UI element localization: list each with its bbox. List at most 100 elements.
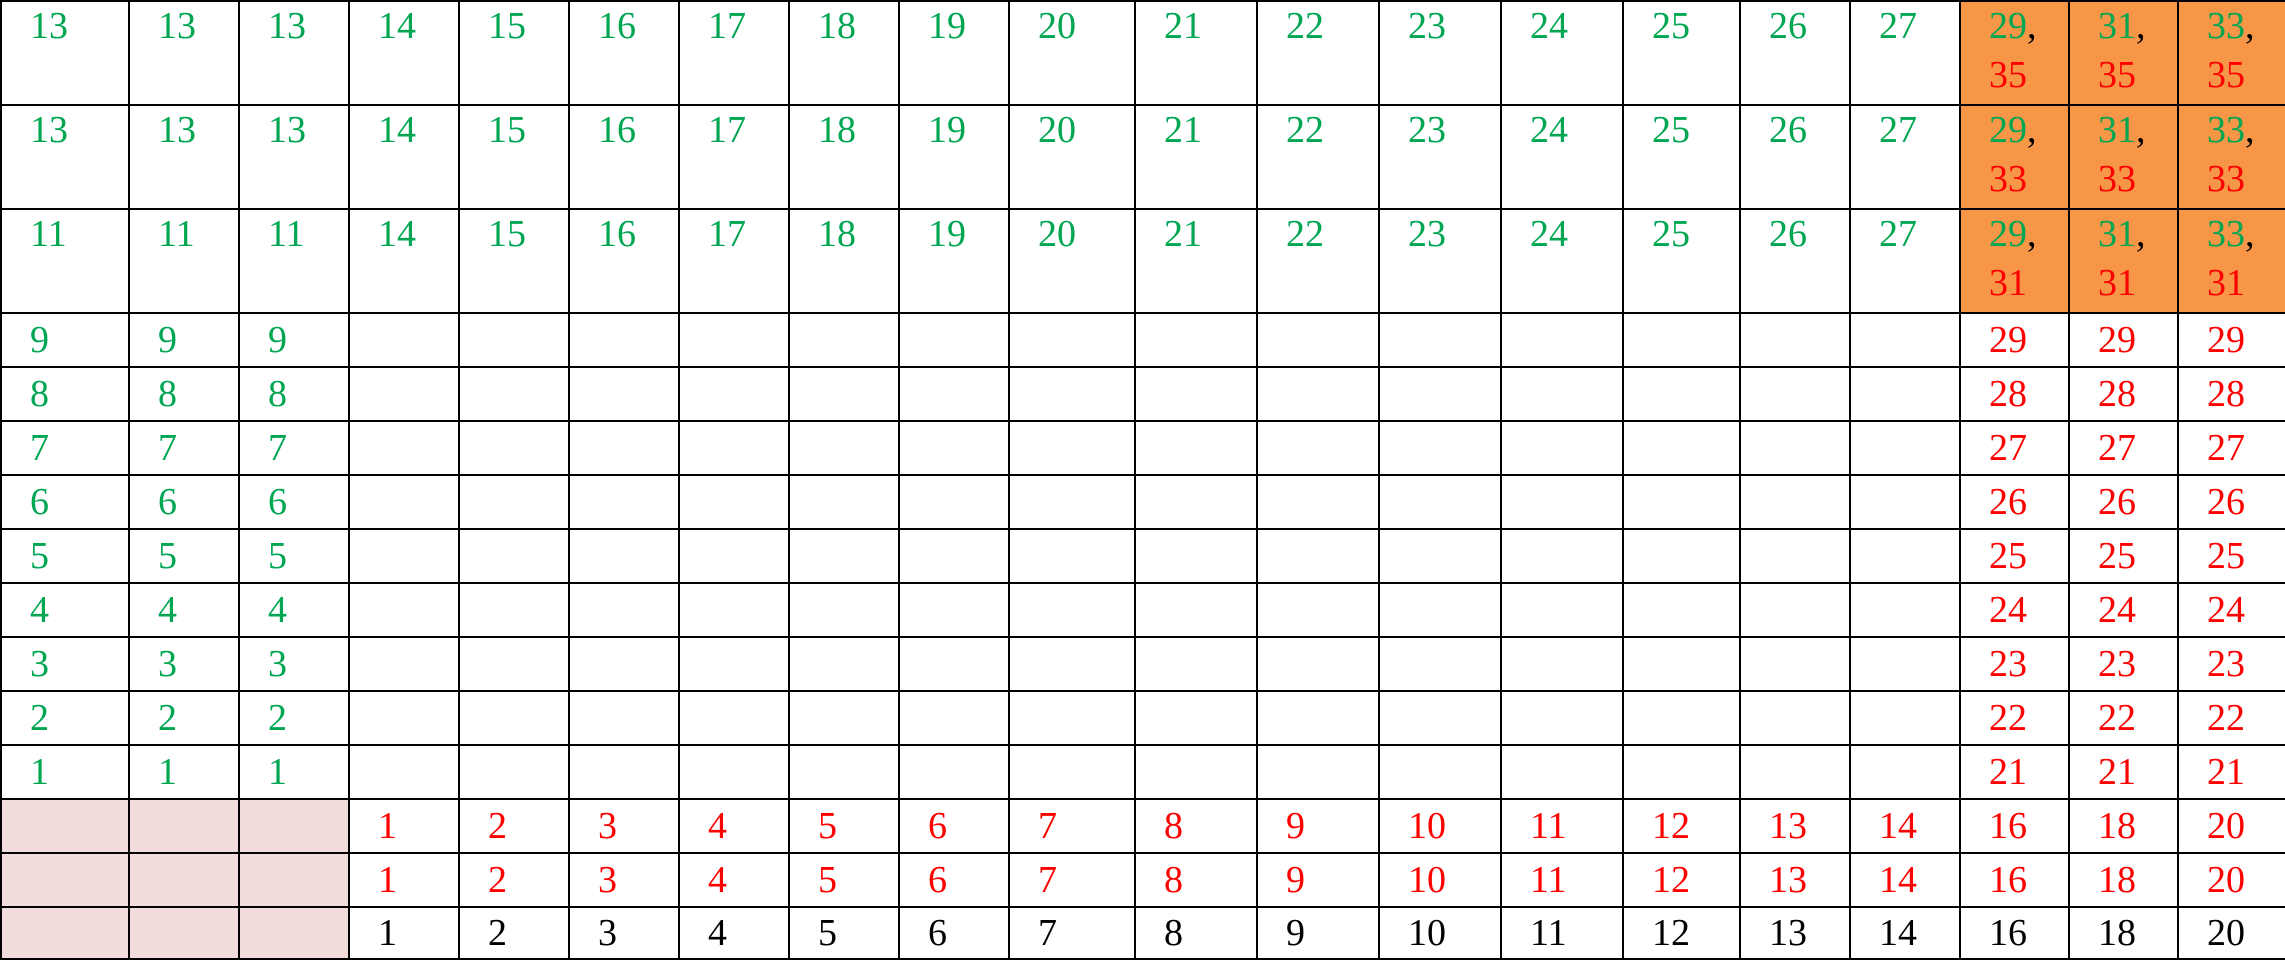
cell-value: 9 (158, 318, 177, 361)
table-cell (348, 690, 460, 746)
cell-value: 13 (30, 5, 68, 47)
table-cell: 2 (458, 798, 570, 854)
table-cell (1008, 528, 1136, 584)
table-cell (238, 852, 350, 908)
table-cell: 20 (1008, 104, 1136, 210)
cell-value: 7 (30, 426, 49, 469)
table-cell (128, 798, 240, 854)
table-cell: 14 (348, 104, 460, 210)
table-cell: 27 (2177, 420, 2285, 476)
cell-value: 11 (268, 213, 305, 255)
table-cell (128, 852, 240, 908)
table-cell (1134, 636, 1258, 692)
cell-value: 21 (1164, 5, 1202, 47)
cell-value: 23 (2098, 642, 2136, 685)
cell-value: 5 (268, 534, 287, 577)
cell-value: 13 (1769, 911, 1807, 954)
cell-value: 23 (1408, 109, 1446, 151)
table-cell (1008, 312, 1136, 368)
table-cell (128, 906, 240, 960)
table-cell: 3 (568, 852, 680, 908)
table-cell (1008, 636, 1136, 692)
cell-value: 26 (1769, 109, 1807, 151)
table-cell (1500, 690, 1624, 746)
table-cell: 23 (2177, 636, 2285, 692)
table-cell (348, 636, 460, 692)
cell-value: 7 (1038, 858, 1057, 901)
table-cell: 7 (128, 420, 240, 476)
cell-value: 17 (708, 109, 746, 151)
cell-value: 3 (598, 858, 617, 901)
table-cell: 1 (348, 852, 460, 908)
table-cell (458, 636, 570, 692)
table-cell (898, 420, 1010, 476)
table-cell (1849, 420, 1961, 476)
table-cell: 17 (678, 0, 790, 106)
table-cell: 9 (238, 312, 350, 368)
table-cell: 24 (2177, 582, 2285, 638)
table-row: 4 4 4 24 24 24 (0, 582, 2285, 638)
table-cell: 5 (0, 528, 130, 584)
table-cell: 17 (678, 104, 790, 210)
table-cell: 33, 33 (2177, 104, 2285, 210)
cell-value: 2 (268, 696, 287, 739)
cell-value: 20 (1038, 5, 1076, 47)
cell-value-red: 31 (2207, 261, 2245, 304)
table-cell: 16 (1959, 852, 2070, 908)
table-cell: 13 (0, 0, 130, 106)
cell-value: 25 (1652, 5, 1690, 47)
cell-value: 8 (30, 372, 49, 415)
table-cell: 28 (2177, 366, 2285, 422)
cell-value: 13 (30, 109, 68, 151)
table-cell (1256, 474, 1380, 530)
cell-value: 28 (1989, 372, 2027, 415)
table-cell (1134, 420, 1258, 476)
cell-value: 6 (928, 911, 947, 954)
table-cell (678, 690, 790, 746)
table-row: 8 8 8 28 28 28 (0, 366, 2285, 422)
cell-value-green: 31 (2098, 5, 2136, 47)
table-cell (348, 528, 460, 584)
cell-value: 8 (1164, 858, 1183, 901)
cell-value: 4 (268, 588, 287, 631)
cell-value: 24 (1530, 213, 1568, 255)
table-cell (1739, 582, 1851, 638)
table-cell (1849, 636, 1961, 692)
cell-value: 19 (928, 213, 966, 255)
table-cell: 13 (1739, 852, 1851, 908)
cell-value: 21 (1164, 213, 1202, 255)
table-cell (568, 474, 680, 530)
cell-value: 2 (488, 911, 507, 954)
table-cell (1739, 366, 1851, 422)
table-cell: 22 (1256, 0, 1380, 106)
table-cell (1256, 366, 1380, 422)
cell-value: 14 (378, 5, 416, 47)
cell-value: 26 (1769, 5, 1807, 47)
cell-value: 6 (30, 480, 49, 523)
cell-value: 25 (1652, 213, 1690, 255)
table-cell: 13 (1739, 906, 1851, 960)
table-cell: 11 (1500, 852, 1624, 908)
table-cell: 26 (1959, 474, 2070, 530)
cell-value: 8 (268, 372, 287, 415)
cell-value: 16 (1989, 911, 2027, 954)
table-cell: 29, 31 (1959, 208, 2070, 314)
table-cell: 28 (1959, 366, 2070, 422)
table-cell: 26 (1739, 104, 1851, 210)
table-cell (788, 744, 900, 800)
table-cell (1378, 474, 1502, 530)
cell-value-green: 33 (2207, 109, 2245, 151)
table-cell (1622, 744, 1741, 800)
table-cell (1256, 420, 1380, 476)
table-cell: 11 (238, 208, 350, 314)
table-cell: 1 (238, 744, 350, 800)
cell-value: 13 (1769, 804, 1807, 847)
cell-value: 26 (2098, 480, 2136, 523)
table-cell (678, 528, 790, 584)
cell-value: 3 (268, 642, 287, 685)
table-cell (1256, 582, 1380, 638)
cell-value: 16 (1989, 804, 2027, 847)
table-row: 1 2 3 4 5 6 7 8 9 10 11 12 13 14 16 18 20 (0, 906, 2285, 960)
table-cell (1134, 474, 1258, 530)
table-cell: 8 (0, 366, 130, 422)
